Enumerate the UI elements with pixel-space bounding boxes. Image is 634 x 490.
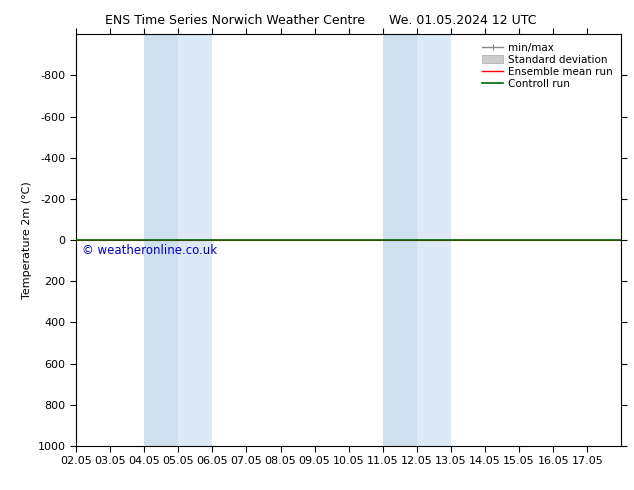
- Text: We. 01.05.2024 12 UTC: We. 01.05.2024 12 UTC: [389, 14, 536, 27]
- Legend: min/max, Standard deviation, Ensemble mean run, Controll run: min/max, Standard deviation, Ensemble me…: [479, 40, 616, 92]
- Bar: [178, 34, 212, 446]
- Y-axis label: Temperature 2m (°C): Temperature 2m (°C): [22, 181, 32, 299]
- Text: © weatheronline.co.uk: © weatheronline.co.uk: [82, 244, 217, 257]
- Bar: [144, 34, 178, 446]
- Bar: [383, 34, 417, 446]
- Bar: [417, 34, 451, 446]
- Text: ENS Time Series Norwich Weather Centre: ENS Time Series Norwich Weather Centre: [105, 14, 365, 27]
